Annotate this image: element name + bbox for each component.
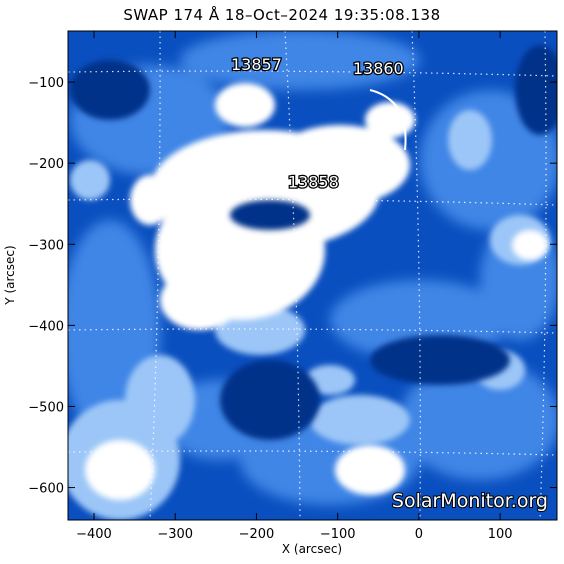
x-tick-label: 100 — [488, 527, 513, 542]
x-tick-label: −300 — [157, 527, 193, 542]
active-region-label: 13858 — [288, 173, 339, 192]
grid-latitude-line — [68, 70, 557, 77]
x-tick-label: −100 — [320, 527, 356, 542]
x-tick-label: −400 — [76, 527, 112, 542]
heliographic-grid — [68, 31, 557, 520]
grid-latitude-line — [68, 450, 557, 456]
active-region-label: 13860 — [353, 59, 404, 78]
x-axis: −400 −300 −200 −100 0 100 — [76, 31, 513, 542]
y-tick-label: −200 — [28, 157, 64, 172]
y-tick-label: −300 — [28, 238, 64, 253]
grid-longitude-line — [539, 31, 547, 520]
grid-latitude-line — [68, 198, 557, 206]
plot-frame — [67, 30, 558, 521]
y-tick-label: −600 — [28, 482, 64, 497]
x-tick-label: 0 — [415, 527, 423, 542]
solar-image: 13857 13860 13858 SolarMonitor.org — [68, 31, 557, 520]
y-tick-label: −100 — [28, 76, 64, 91]
grid-longitude-line — [411, 31, 421, 520]
x-axis-title: X (arcsec) — [282, 542, 342, 556]
image-title: SWAP 174 Å 18–Oct–2024 19:35:08.138 — [123, 6, 441, 24]
y-axis-title: Y (arcsec) — [3, 245, 17, 305]
x-tick-label: −200 — [239, 527, 275, 542]
coronal-loop — [369, 89, 407, 151]
grid-longitude-line — [284, 31, 301, 520]
y-tick-label: −500 — [28, 400, 64, 415]
y-axis: −100 −200 −300 −400 −500 −600 — [28, 76, 557, 497]
active-region-label: 13857 — [231, 55, 282, 74]
plage-emission — [68, 110, 550, 520]
solarmonitor-watermark: SolarMonitor.org — [392, 490, 548, 512]
active-region-labels: 13857 13860 13858 — [230, 54, 405, 193]
grid-longitude-line — [149, 31, 161, 520]
grid-latitude-line — [68, 328, 557, 334]
dark-regions — [70, 45, 557, 440]
y-tick-label: −400 — [28, 319, 64, 334]
